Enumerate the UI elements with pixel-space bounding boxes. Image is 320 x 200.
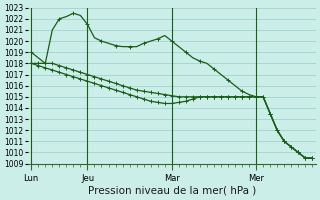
X-axis label: Pression niveau de la mer( hPa ): Pression niveau de la mer( hPa ) xyxy=(88,186,256,196)
